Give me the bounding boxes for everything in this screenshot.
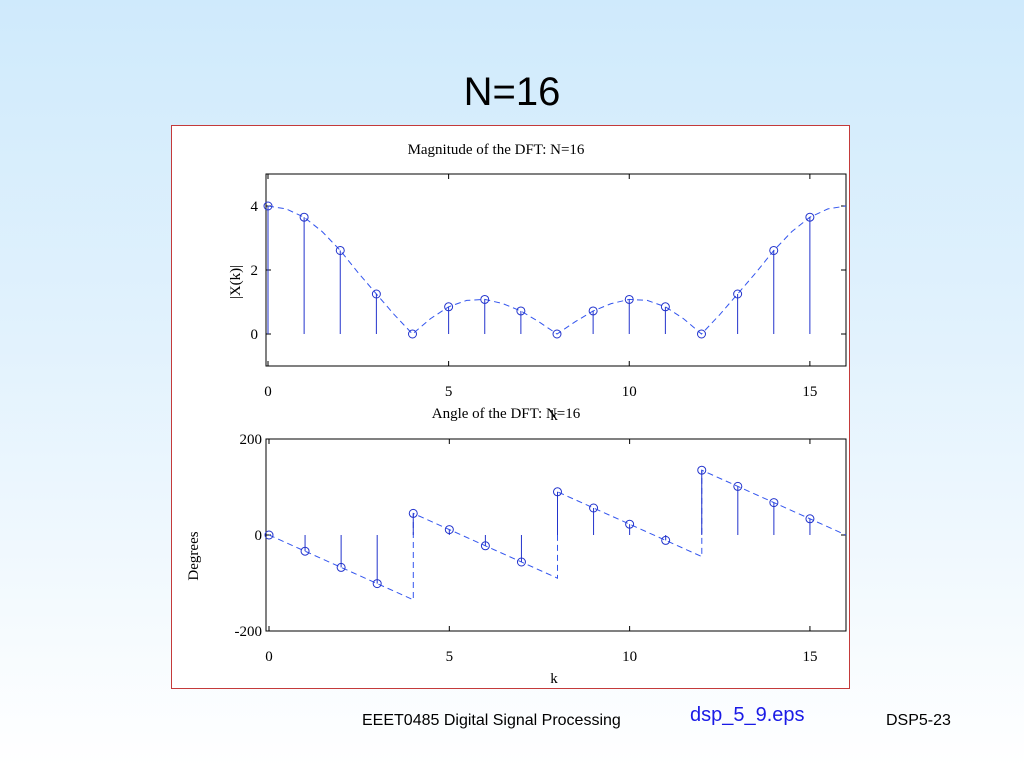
angle-xtick-label: 5 (446, 649, 454, 665)
magnitude-stem-marker (624, 294, 634, 304)
angle-stem-marker (805, 514, 815, 524)
magnitude-stem-marker (660, 302, 670, 312)
angle-ytick-label: 0 (255, 528, 263, 544)
magnitude-ytick-label: 2 (251, 263, 259, 279)
angle-xtick-label: 15 (802, 649, 817, 665)
angle-stem-marker (480, 541, 490, 551)
magnitude-stem-marker (480, 294, 490, 304)
dft-figure: Magnitude of the DFT: N=16 |X(k)| k 0240… (186, 142, 847, 687)
angle-xlabel: k (550, 671, 558, 687)
magnitude-stem-marker (263, 201, 273, 211)
magnitude-stem-marker (299, 212, 309, 222)
angle-ytick-label: 200 (240, 432, 263, 448)
angle-stem-marker (372, 579, 382, 589)
magnitude-plot-area (265, 173, 847, 367)
angle-stem-marker (264, 530, 274, 540)
magnitude-xtick-label: 5 (445, 384, 453, 400)
magnitude-stem-marker (552, 329, 562, 339)
angle-stem-marker (516, 557, 526, 567)
magnitude-stem-marker (733, 289, 743, 299)
angle-stem-marker (444, 525, 454, 535)
footer-file-link[interactable]: dsp_5_9.eps (690, 704, 805, 726)
angle-stem-marker (408, 508, 418, 518)
angle-stem-marker (661, 535, 671, 545)
angle-xtick-label: 10 (622, 649, 637, 665)
magnitude-stem-marker (516, 306, 526, 316)
magnitude-ytick-label: 0 (251, 327, 259, 343)
magnitude-stem-marker (335, 245, 345, 255)
angle-stem-marker (589, 503, 599, 513)
magnitude-xlabel: k (550, 408, 558, 424)
magnitude-panel: Magnitude of the DFT: N=16 |X(k)| k 0240… (228, 142, 847, 424)
magnitude-ylabel: |X(k)| (228, 265, 244, 299)
magnitude-stem-marker (408, 329, 417, 339)
magnitude-title: Magnitude of the DFT: N=16 (408, 142, 585, 158)
magnitude-stem-marker (805, 212, 815, 222)
footer-course-name: EEET0485 Digital Signal Processing (362, 712, 621, 729)
magnitude-axes: 0 2 4 0 5 10 15 (251, 174, 846, 400)
magnitude-xtick-label: 0 (264, 384, 272, 400)
angle-stem-marker (697, 465, 707, 475)
magnitude-xtick-label: 10 (622, 384, 637, 400)
magnitude-stem-marker (371, 289, 381, 299)
magnitude-stem-marker (769, 245, 779, 255)
angle-panel: Angle of the DFT: N=16 Degrees k -200020… (186, 406, 847, 687)
angle-stem-marker (300, 546, 310, 556)
angle-title: Angle of the DFT: N=16 (432, 406, 581, 422)
magnitude-stem-marker (697, 329, 706, 339)
magnitude-dtft-line (267, 205, 847, 335)
angle-stem-marker (769, 498, 779, 508)
angle-ylabel: Degrees (186, 531, 202, 580)
angle-stem-marker (553, 487, 562, 497)
angle-stem-marker (625, 519, 635, 529)
magnitude-xtick-label: 15 (802, 384, 817, 400)
magnitude-stem-marker (588, 306, 598, 316)
angle-plot-area (265, 438, 847, 632)
magnitude-stems (263, 201, 815, 339)
footer-page-number: DSP5-23 (886, 712, 951, 729)
angle-stem-marker (733, 481, 743, 491)
angle-ytick-label: -200 (235, 624, 263, 640)
magnitude-stem-marker (444, 302, 454, 312)
magnitude-ytick-label: 4 (251, 199, 259, 215)
slide-title: N=16 (463, 70, 561, 114)
angle-xtick-label: 0 (265, 649, 273, 665)
angle-stems (264, 465, 815, 589)
angle-stem-marker (336, 562, 346, 572)
magnitude-dtft-curve (267, 205, 847, 335)
